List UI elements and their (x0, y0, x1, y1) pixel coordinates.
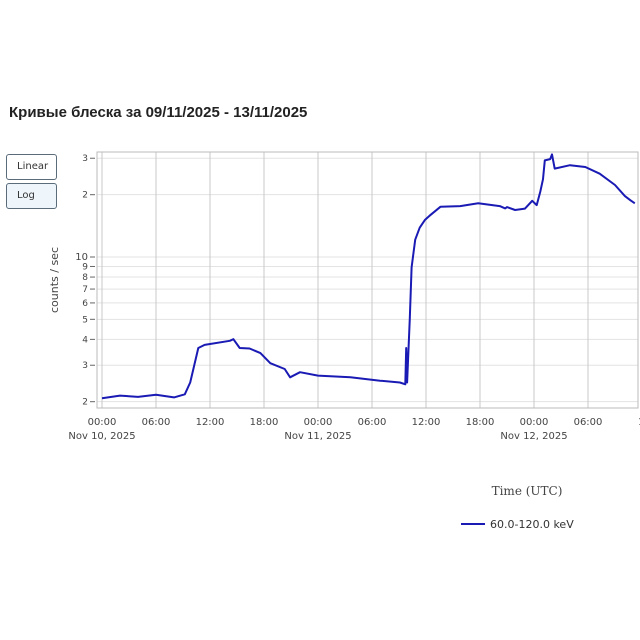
legend-label: 60.0-120.0 keV (490, 518, 574, 531)
y-tick-label: 2 (82, 191, 88, 201)
y-tick-label: 4 (82, 335, 88, 345)
linear-scale-button[interactable]: Linear (6, 154, 57, 180)
y-tick-label: 2 (82, 398, 88, 408)
legend[interactable]: 60.0-120.0 keV (461, 518, 574, 531)
y-tick-label: 7 (82, 285, 88, 295)
x-tick-label: 00:00 (520, 417, 549, 428)
x-axis-label: Time (UTC) (492, 484, 563, 498)
y-tick-label: 9 (82, 262, 88, 272)
y-tick-label: 5 (82, 315, 88, 325)
x-tick-label: 00:00 (88, 417, 117, 428)
x-tick-date: Nov 10, 2025 (68, 431, 135, 442)
x-tick-label: 00:00 (304, 417, 333, 428)
x-tick-label: 12 (638, 417, 640, 428)
x-tick-label: 06:00 (142, 417, 171, 428)
plot-frame (96, 151, 639, 409)
series-line-60-120-kev (101, 153, 636, 400)
x-tick-label: 12:00 (412, 417, 441, 428)
y-axis-label: counts / sec (48, 247, 61, 313)
x-tick-label: 06:00 (358, 417, 387, 428)
y-tick-label: 3 (82, 361, 88, 371)
x-tick-label: 18:00 (466, 417, 495, 428)
x-tick-date: Nov 11, 2025 (284, 431, 351, 442)
page-title: Кривые блеска за 09/11/2025 - 13/11/2025 (9, 104, 308, 121)
x-tick-label: 12:00 (196, 417, 225, 428)
x-tick-label: 06:00 (574, 417, 603, 428)
y-tick-label: 6 (82, 299, 88, 309)
y-tick-label: 8 (82, 273, 88, 283)
y-tick-label: 10 (75, 252, 88, 263)
log-scale-button[interactable]: Log (6, 183, 57, 209)
y-tick-label: 3 (82, 154, 88, 164)
x-tick-date: Nov 12, 2025 (500, 431, 567, 442)
x-tick-label: 18:00 (250, 417, 279, 428)
